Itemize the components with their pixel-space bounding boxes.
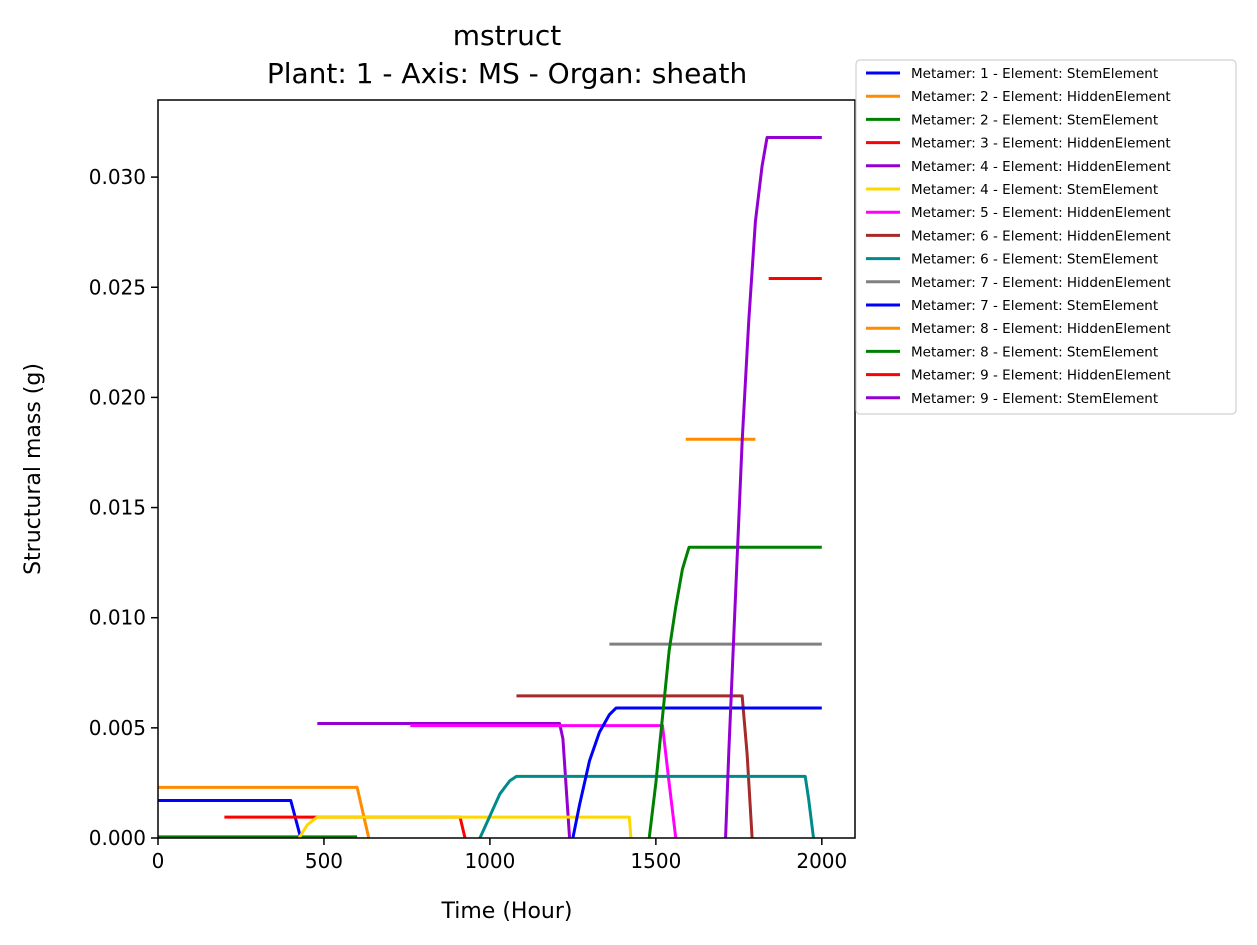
series-line-7 bbox=[410, 724, 678, 838]
y-tick-label: 0.000 bbox=[89, 826, 146, 850]
series-line-2 bbox=[158, 785, 371, 838]
y-tick-label: 0.025 bbox=[89, 275, 146, 299]
legend-entry: Metamer: 4 - Element: HiddenElement bbox=[911, 159, 1171, 175]
y-tick-label: 0.010 bbox=[89, 606, 146, 630]
y-tick-label: 0.020 bbox=[89, 385, 146, 409]
series-line-1 bbox=[158, 799, 303, 838]
x-tick-label: 1500 bbox=[630, 849, 681, 873]
legend-entry: Metamer: 2 - Element: HiddenElement bbox=[911, 89, 1171, 105]
series-line-4 bbox=[224, 815, 467, 838]
series-line-9 bbox=[478, 774, 815, 838]
y-tick-label: 0.005 bbox=[89, 716, 146, 740]
legend-entry: Metamer: 8 - Element: HiddenElement bbox=[911, 321, 1171, 337]
x-tick-label: 1000 bbox=[464, 849, 515, 873]
series-line-11 bbox=[571, 706, 822, 838]
x-tick-label: 0 bbox=[152, 849, 165, 873]
legend-entry: Metamer: 9 - Element: StemElement bbox=[911, 391, 1158, 407]
legend-entry: Metamer: 6 - Element: HiddenElement bbox=[911, 228, 1171, 244]
series-line-5 bbox=[317, 721, 572, 838]
y-tick-label: 0.030 bbox=[89, 165, 146, 189]
legend-entry: Metamer: 1 - Element: StemElement bbox=[911, 66, 1158, 82]
legend-entry: Metamer: 2 - Element: StemElement bbox=[911, 112, 1158, 128]
legend: Metamer: 1 - Element: StemElement Metamer… bbox=[855, 59, 1237, 415]
series-lines bbox=[158, 135, 822, 838]
series-line-8 bbox=[516, 694, 754, 838]
plot-frame bbox=[157, 99, 856, 839]
legend-entry: Metamer: 3 - Element: HiddenElement bbox=[911, 136, 1171, 152]
y-axis-label: Structural mass (g) bbox=[21, 363, 46, 575]
legend-entry: Metamer: 5 - Element: HiddenElement bbox=[911, 205, 1171, 221]
legend-frame bbox=[855, 59, 1237, 415]
x-axis: 0 500 1000 1500 2000 bbox=[152, 838, 847, 873]
y-tick-label: 0.015 bbox=[89, 496, 146, 520]
chart-title: mstruct bbox=[453, 19, 561, 52]
x-tick-label: 500 bbox=[305, 849, 343, 873]
x-tick-label: 2000 bbox=[796, 849, 847, 873]
series-line-6 bbox=[297, 815, 633, 838]
series-line-15 bbox=[724, 135, 822, 838]
legend-entry: Metamer: 6 - Element: StemElement bbox=[911, 252, 1158, 268]
legend-entry: Metamer: 7 - Element: StemElement bbox=[911, 298, 1158, 314]
y-axis: 0.000 0.005 0.010 0.015 0.020 0.025 0.030 bbox=[89, 165, 158, 850]
chart-subtitle: Plant: 1 - Axis: MS - Organ: sheath bbox=[267, 57, 747, 90]
x-axis-label: Time (Hour) bbox=[441, 899, 573, 924]
legend-entry: Metamer: 7 - Element: HiddenElement bbox=[911, 275, 1171, 291]
legend-entry: Metamer: 8 - Element: StemElement bbox=[911, 344, 1158, 360]
series-line-13 bbox=[647, 545, 822, 838]
legend-entry: Metamer: 9 - Element: HiddenElement bbox=[911, 368, 1171, 384]
legend-entry: Metamer: 4 - Element: StemElement bbox=[911, 182, 1158, 198]
